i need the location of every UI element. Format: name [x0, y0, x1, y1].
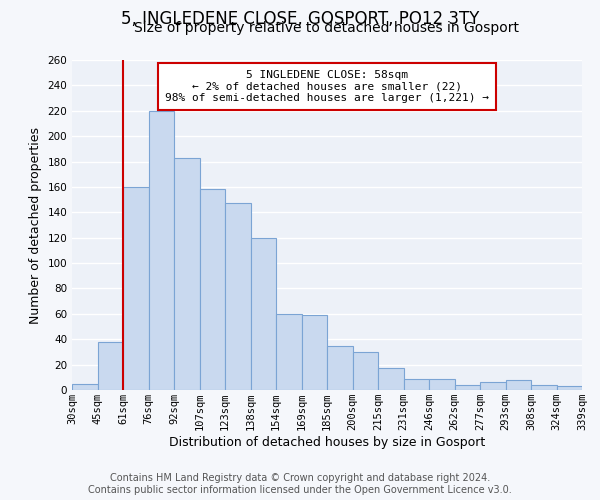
Bar — [251, 238, 276, 390]
Bar — [505, 380, 531, 390]
Bar — [378, 368, 404, 390]
Bar — [97, 342, 123, 390]
Bar — [429, 378, 455, 390]
Bar — [302, 315, 327, 390]
Bar — [353, 352, 378, 390]
Bar — [276, 314, 302, 390]
Text: Contains HM Land Registry data © Crown copyright and database right 2024.
Contai: Contains HM Land Registry data © Crown c… — [88, 474, 512, 495]
Bar — [174, 158, 199, 390]
X-axis label: Distribution of detached houses by size in Gosport: Distribution of detached houses by size … — [169, 436, 485, 449]
Bar — [199, 190, 225, 390]
Bar — [327, 346, 353, 390]
Bar — [149, 111, 174, 390]
Text: 5 INGLEDENE CLOSE: 58sqm
← 2% of detached houses are smaller (22)
98% of semi-de: 5 INGLEDENE CLOSE: 58sqm ← 2% of detache… — [165, 70, 489, 103]
Bar — [225, 204, 251, 390]
Bar — [531, 385, 557, 390]
Bar — [72, 384, 97, 390]
Bar — [455, 385, 480, 390]
Bar — [557, 386, 582, 390]
Title: Size of property relative to detached houses in Gosport: Size of property relative to detached ho… — [134, 21, 520, 35]
Bar — [404, 378, 429, 390]
Bar — [480, 382, 505, 390]
Text: 5, INGLEDENE CLOSE, GOSPORT, PO12 3TY: 5, INGLEDENE CLOSE, GOSPORT, PO12 3TY — [121, 10, 479, 28]
Bar — [123, 187, 149, 390]
Y-axis label: Number of detached properties: Number of detached properties — [29, 126, 42, 324]
